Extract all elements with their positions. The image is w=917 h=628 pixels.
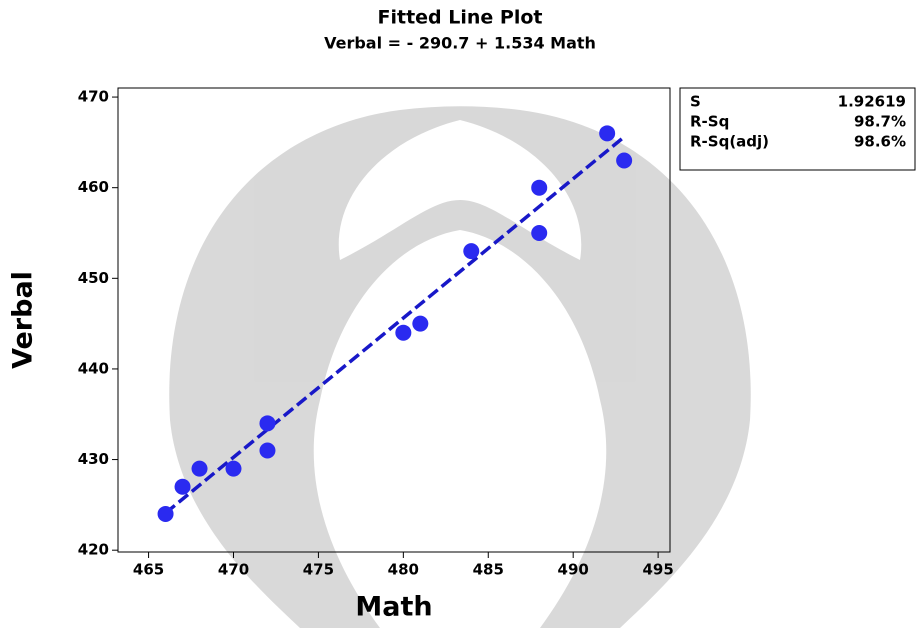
y-tick-label: 420 [78, 541, 109, 559]
plot-frame [117, 87, 671, 553]
x-axis-label: Math [355, 592, 432, 623]
data-point [531, 179, 548, 196]
stats-box [679, 87, 916, 171]
y-tick-label: 450 [78, 269, 109, 287]
stats-value: 98.6% [854, 133, 906, 151]
stats-label: S [690, 93, 701, 111]
fit-line [164, 135, 626, 515]
x-tick-label: 490 [558, 561, 589, 579]
data-point [463, 243, 480, 260]
data-point [259, 442, 276, 459]
data-point [174, 478, 191, 495]
x-tick-label: 480 [388, 561, 419, 579]
x-tick-label: 470 [218, 561, 249, 579]
watermark-shape [169, 106, 751, 628]
data-point [191, 460, 208, 477]
data-point [599, 125, 616, 142]
y-tick-label: 430 [78, 450, 109, 468]
data-point [395, 324, 412, 341]
stats-value: 1.92619 [838, 93, 906, 111]
chart-subtitle: Verbal = - 290.7 + 1.534 Math [324, 34, 596, 53]
x-tick-label: 465 [133, 561, 164, 579]
x-tick-label: 495 [642, 561, 673, 579]
data-point [616, 152, 633, 169]
data-point [157, 505, 174, 522]
y-tick-label: 440 [78, 359, 109, 377]
x-tick-label: 475 [303, 561, 334, 579]
y-tick-label: 460 [78, 178, 109, 196]
chart-title: Fitted Line Plot [378, 7, 543, 29]
y-tick-label: 470 [78, 88, 109, 106]
y-axis-label: Verbal [8, 271, 39, 369]
x-tick-label: 485 [473, 561, 504, 579]
data-point [225, 460, 242, 477]
watermark-hole [338, 120, 582, 260]
stats-label: R-Sq(adj) [690, 133, 769, 151]
data-point [531, 225, 548, 241]
watermark [169, 106, 751, 628]
stats-value: 98.7% [854, 113, 906, 131]
data-point [412, 315, 429, 332]
data-point [259, 415, 276, 432]
stats-label: R-Sq [690, 113, 729, 131]
